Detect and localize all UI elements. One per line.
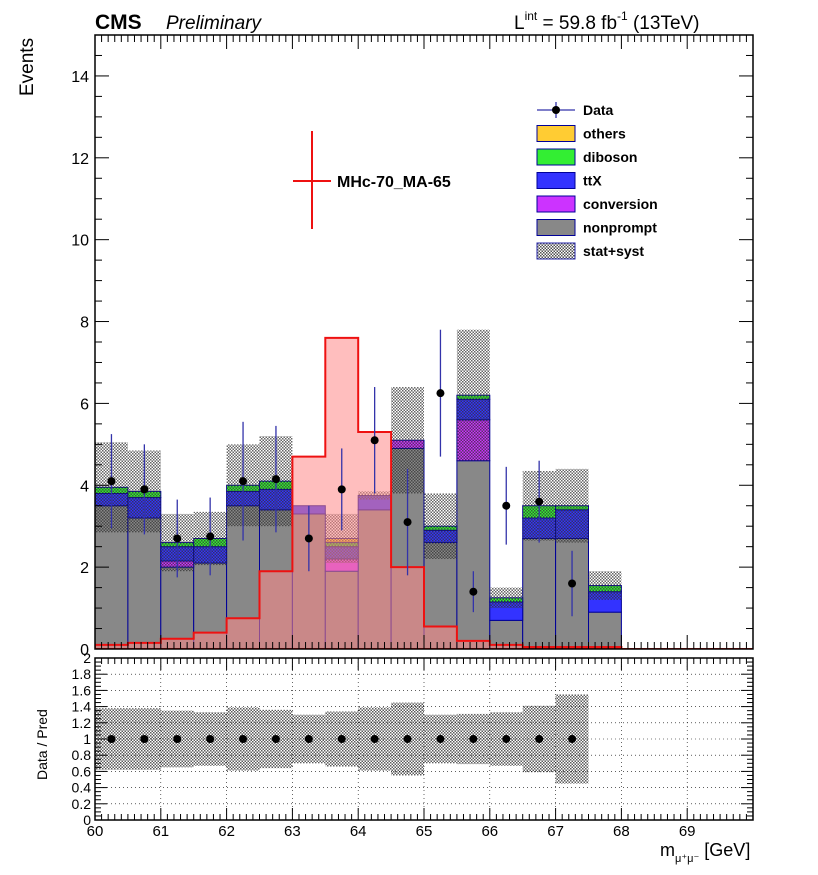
main-y-tick-label: 14 <box>71 69 89 86</box>
x-tick-label: 64 <box>350 823 367 840</box>
ratio-y-tick-label: 1.4 <box>72 699 92 715</box>
data-point-12 <box>502 501 511 510</box>
x-tick-label: 62 <box>218 823 235 840</box>
x-tick-label: 63 <box>284 823 301 840</box>
data-point-2 <box>173 534 182 543</box>
ratio-point-9 <box>403 735 412 743</box>
main-y-tick-label: 2 <box>80 560 89 577</box>
legend-swatch-ttX <box>536 172 576 189</box>
legend-label-ttX: ttX <box>583 173 602 189</box>
legend-label-Data: Data <box>583 102 614 118</box>
legend-swatch-others <box>536 125 576 142</box>
bar-nonprompt-13 <box>522 537 557 649</box>
ratio-point-5 <box>271 735 280 743</box>
band-stat-syst-10 <box>424 493 457 559</box>
ratio-point-13 <box>535 735 544 743</box>
ratio-point-11 <box>469 735 478 743</box>
ratio-point-2 <box>173 735 182 743</box>
x-tick-label: 60 <box>87 823 104 840</box>
legend-swatch-stat-syst <box>536 242 576 260</box>
ratio-y-tick-label: 1.6 <box>72 682 92 698</box>
main-y-tick-label: 0 <box>80 642 89 659</box>
main-plot-area <box>95 329 753 649</box>
x-axis-title: mμ⁺μ⁻ [GeV] <box>660 840 750 865</box>
legend-swatch-nonprompt <box>536 219 576 236</box>
data-point-13 <box>535 497 544 506</box>
data-point-5 <box>271 475 280 484</box>
data-point-7 <box>337 485 346 494</box>
ratio-y-tick-label: 2 <box>83 650 91 666</box>
band-stat-syst-11 <box>456 329 490 461</box>
bar-nonprompt-1 <box>127 517 162 649</box>
data-point-0 <box>107 477 116 486</box>
ratio-y-tick-label: 0.8 <box>72 747 92 763</box>
ratio-point-1 <box>140 735 149 743</box>
ratio-point-10 <box>436 735 445 743</box>
ratio-point-12 <box>502 735 511 743</box>
signal-legend-label: MHc-70_MA-65 <box>337 174 451 191</box>
x-tick-label: 68 <box>613 823 630 840</box>
ratio-y-tick-label: 0.2 <box>72 796 92 812</box>
legend-swatch-conversion <box>536 195 576 213</box>
ratio-y-tick-label: 0 <box>83 812 91 828</box>
lumi-label: Lint = 59.8 fb-1 (13TeV) <box>514 9 700 34</box>
data-point-6 <box>304 534 313 543</box>
data-point-11 <box>469 587 478 596</box>
main-y-tick-label: 6 <box>80 396 89 413</box>
data-point-10 <box>436 389 445 398</box>
legend-label-conversion: conversion <box>583 196 658 212</box>
data-point-4 <box>239 477 248 486</box>
legend-label-stat+syst: stat+syst <box>583 243 644 259</box>
x-tick-label: 61 <box>152 823 169 840</box>
main-y-tick-label: 12 <box>71 151 89 168</box>
x-tick-label: 67 <box>547 823 564 840</box>
data-point-1 <box>140 485 149 494</box>
main-y-tick-label: 8 <box>80 315 89 332</box>
legend-data-marker <box>552 106 560 114</box>
data-point-9 <box>403 518 412 527</box>
ratio-point-0 <box>107 735 116 743</box>
bar-nonprompt-2 <box>160 566 195 649</box>
ratio-point-4 <box>239 735 248 743</box>
main-y-tick-label: 4 <box>80 478 89 495</box>
bar-nonprompt-11 <box>456 460 491 649</box>
legend-label-nonprompt: nonprompt <box>583 220 657 236</box>
legend-label-diboson: diboson <box>583 149 637 165</box>
experiment-label: CMS <box>95 11 142 34</box>
band-stat-syst-14 <box>555 468 589 543</box>
ratio-point-6 <box>304 735 313 743</box>
x-tick-label: 69 <box>679 823 696 840</box>
x-tick-label: 66 <box>481 823 498 840</box>
bar-nonprompt-15 <box>588 611 622 649</box>
ratio-point-7 <box>337 735 346 743</box>
ratio-point-14 <box>568 735 577 743</box>
ratio-y-axis-title: Data / Pred <box>34 709 50 780</box>
band-stat-syst-15 <box>588 571 622 600</box>
x-tick-label: 65 <box>416 823 433 840</box>
ratio-y-tick-label: 0.6 <box>72 763 92 779</box>
y-axis-title: Events <box>17 38 38 96</box>
ratio-y-tick-label: 0.4 <box>72 780 92 796</box>
main-y-tick-label: 10 <box>71 233 89 250</box>
data-point-14 <box>568 579 577 588</box>
legend-label-others: others <box>583 126 626 142</box>
legend-swatch-diboson <box>536 148 576 166</box>
ratio-y-tick-label: 1.2 <box>72 715 92 731</box>
data-point-3 <box>206 532 215 541</box>
band-stat-syst-12 <box>489 587 523 609</box>
ratio-y-tick-label: 1.8 <box>72 666 92 682</box>
ratio-point-8 <box>370 735 379 743</box>
status-label: Preliminary <box>166 13 263 34</box>
ratio-point-3 <box>206 735 215 743</box>
data-point-8 <box>370 436 379 445</box>
ratio-y-tick-label: 1 <box>83 731 91 747</box>
